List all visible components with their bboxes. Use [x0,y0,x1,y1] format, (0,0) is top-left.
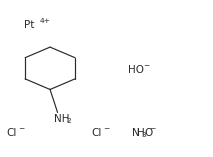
Text: 4+: 4+ [40,18,51,24]
Text: Pt: Pt [24,20,35,30]
Text: −: − [103,126,109,132]
Text: Cl: Cl [92,128,102,138]
Text: NH: NH [54,114,70,124]
Text: −: − [143,63,149,69]
Text: 2: 2 [67,118,71,124]
Text: O: O [145,128,153,138]
Text: N: N [132,128,140,138]
Text: −: − [18,126,24,132]
Text: H: H [137,128,144,138]
Text: Cl: Cl [6,128,17,138]
Text: HO: HO [128,65,144,75]
Text: −: − [150,126,156,132]
Text: 3: 3 [141,133,146,138]
